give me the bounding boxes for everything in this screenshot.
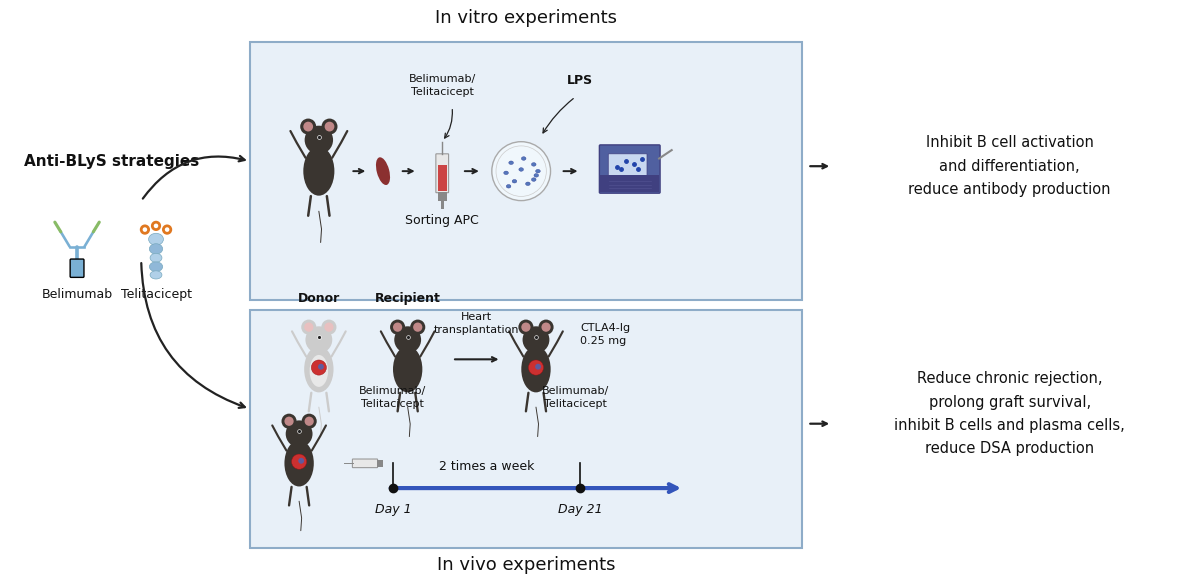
Circle shape: [300, 118, 316, 135]
Text: Belimumab/
Telitacicept: Belimumab/ Telitacicept: [359, 386, 426, 409]
Text: Donor: Donor: [298, 292, 340, 305]
Circle shape: [325, 122, 335, 132]
Ellipse shape: [313, 147, 324, 154]
FancyBboxPatch shape: [250, 42, 803, 300]
Circle shape: [390, 320, 406, 335]
Text: Day 21: Day 21: [558, 503, 602, 516]
Ellipse shape: [376, 157, 390, 185]
Ellipse shape: [392, 346, 422, 393]
Text: Day 1: Day 1: [374, 503, 412, 516]
Ellipse shape: [534, 173, 539, 177]
Ellipse shape: [314, 346, 324, 353]
Ellipse shape: [506, 184, 511, 188]
Circle shape: [539, 320, 553, 335]
Ellipse shape: [304, 147, 335, 195]
FancyBboxPatch shape: [250, 310, 803, 548]
Text: Belimumab/
Telitacicept: Belimumab/ Telitacicept: [408, 74, 476, 97]
Circle shape: [305, 416, 313, 426]
Circle shape: [413, 322, 422, 332]
Circle shape: [492, 142, 551, 201]
Ellipse shape: [149, 262, 163, 271]
Bar: [438, 165, 446, 190]
Ellipse shape: [521, 157, 526, 160]
Ellipse shape: [284, 440, 313, 487]
Circle shape: [535, 364, 541, 369]
Ellipse shape: [294, 441, 304, 447]
Ellipse shape: [532, 178, 536, 182]
Ellipse shape: [150, 271, 162, 279]
Ellipse shape: [150, 253, 162, 262]
Ellipse shape: [532, 162, 536, 166]
Ellipse shape: [530, 346, 541, 353]
Circle shape: [301, 320, 317, 335]
Circle shape: [282, 414, 296, 429]
Circle shape: [395, 327, 421, 353]
Circle shape: [528, 360, 544, 375]
Text: Belimumab/
Telitacicept: Belimumab/ Telitacicept: [542, 386, 610, 409]
Text: Belimumab: Belimumab: [42, 288, 113, 302]
FancyBboxPatch shape: [608, 154, 647, 176]
Circle shape: [305, 126, 334, 154]
Circle shape: [392, 322, 402, 332]
Circle shape: [299, 458, 304, 464]
Ellipse shape: [304, 346, 334, 393]
Ellipse shape: [149, 233, 163, 245]
Ellipse shape: [518, 168, 523, 171]
Circle shape: [292, 454, 307, 469]
Circle shape: [541, 322, 551, 332]
Circle shape: [304, 322, 313, 332]
Text: CTLA4-Ig
0.25 mg: CTLA4-Ig 0.25 mg: [581, 323, 630, 346]
Text: In vitro experiments: In vitro experiments: [436, 9, 617, 27]
Text: 2 times a week: 2 times a week: [439, 460, 534, 473]
Text: Telitacicept: Telitacicept: [120, 288, 192, 302]
Text: Inhibit B cell activation
and differentiation,
reduce antibody production: Inhibit B cell activation and differenti…: [908, 135, 1111, 197]
Circle shape: [324, 322, 334, 332]
Ellipse shape: [509, 161, 514, 165]
Circle shape: [518, 320, 534, 335]
Text: Sorting APC: Sorting APC: [406, 214, 479, 227]
Ellipse shape: [149, 244, 163, 254]
FancyBboxPatch shape: [353, 459, 378, 467]
Bar: [440, 200, 444, 209]
Circle shape: [304, 122, 313, 132]
Bar: [438, 192, 446, 201]
FancyBboxPatch shape: [436, 154, 449, 193]
Text: Reduce chronic rejection,
prolong graft survival,
inhibit B cells and plasma cel: Reduce chronic rejection, prolong graft …: [894, 371, 1126, 456]
Circle shape: [522, 327, 550, 353]
Text: Heart
transplantation: Heart transplantation: [434, 312, 520, 335]
Ellipse shape: [521, 346, 551, 393]
Circle shape: [306, 327, 332, 353]
Circle shape: [410, 320, 425, 335]
Ellipse shape: [504, 171, 509, 175]
Circle shape: [311, 360, 326, 375]
Text: Anti-BLyS strategies: Anti-BLyS strategies: [24, 154, 199, 169]
Ellipse shape: [310, 355, 328, 387]
Bar: [377, 459, 383, 467]
Text: LPS: LPS: [568, 74, 594, 87]
Text: In vivo experiments: In vivo experiments: [437, 556, 616, 574]
Circle shape: [322, 320, 336, 335]
Ellipse shape: [526, 182, 530, 186]
Circle shape: [284, 416, 294, 426]
Ellipse shape: [512, 179, 517, 183]
Circle shape: [322, 118, 337, 135]
Circle shape: [318, 364, 324, 369]
Bar: [600, 175, 659, 192]
Circle shape: [521, 322, 530, 332]
Ellipse shape: [403, 346, 413, 353]
Ellipse shape: [535, 169, 540, 173]
Text: Recipient: Recipient: [374, 292, 440, 305]
Circle shape: [286, 420, 312, 447]
Circle shape: [301, 414, 317, 429]
FancyBboxPatch shape: [599, 145, 660, 193]
FancyBboxPatch shape: [70, 259, 84, 277]
